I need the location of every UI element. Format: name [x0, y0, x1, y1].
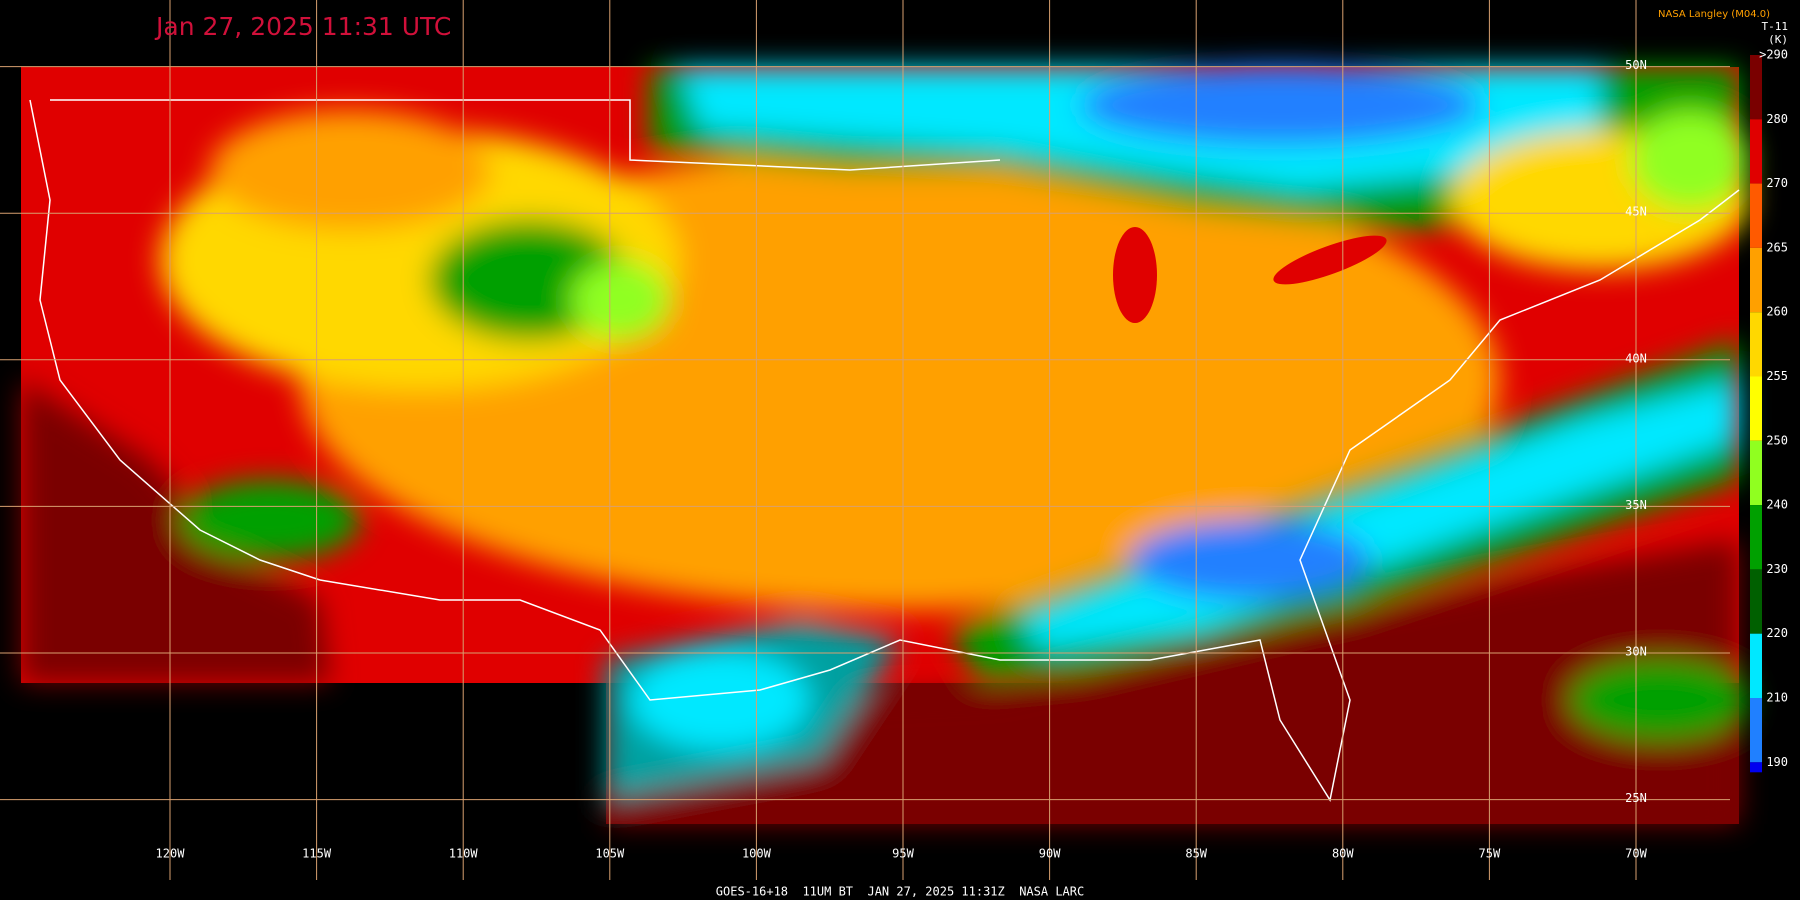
colorbar-label: 220 — [1766, 626, 1788, 640]
colorbar-segment — [1750, 183, 1762, 248]
colorbar-label: 190 — [1766, 755, 1788, 769]
colorbar-label: 270 — [1766, 176, 1788, 190]
colorbar-segment — [1750, 505, 1762, 570]
colorbar-segment — [1750, 312, 1762, 377]
latitude-label: 25N — [1625, 791, 1647, 805]
latitude-label: 40N — [1625, 351, 1647, 365]
latitude-label: 35N — [1625, 498, 1647, 512]
longitude-label: 115W — [302, 847, 332, 861]
colorbar-segment — [1750, 633, 1762, 698]
footer: GOES-16+18 11UM BT JAN 27, 2025 11:31Z N… — [716, 885, 1084, 899]
credit: NASA Langley (M04.0) — [1658, 9, 1770, 20]
longitude-label: 120W — [156, 847, 186, 861]
unit: (K) — [1768, 33, 1788, 46]
longitude-label: 85W — [1185, 847, 1207, 861]
longitude-label: 75W — [1479, 847, 1501, 861]
colorbar-segment — [1750, 376, 1762, 441]
colorbar-label: 240 — [1766, 498, 1788, 512]
latitude-label: 30N — [1625, 645, 1647, 659]
colorbar-segment — [1750, 569, 1762, 634]
lat-lon-grid — [0, 0, 1730, 880]
product: T-11 — [1762, 20, 1789, 33]
latitude-label: 50N — [1625, 58, 1647, 72]
longitude-label: 110W — [449, 847, 479, 861]
colorbar-segment — [1750, 698, 1762, 763]
lake-michigan — [1113, 227, 1157, 323]
imagery — [21, 65, 1750, 824]
colorbar-label: 210 — [1766, 691, 1788, 705]
colorbar-segment — [1750, 440, 1762, 506]
colorbar-label: 280 — [1766, 112, 1788, 126]
colorbar-segment — [1750, 247, 1762, 313]
lake-erie — [1273, 235, 1387, 285]
colorbar-segment — [1750, 55, 1762, 120]
colorbar-label: >290 — [1759, 48, 1788, 62]
longitude-label: 80W — [1332, 847, 1354, 861]
border — [50, 99, 1001, 171]
latitude-label: 45N — [1625, 205, 1647, 219]
colorbar-label: 230 — [1766, 562, 1788, 576]
labels: 120W 115W 110W 105W 100W 95W 90W 85W 80W 75W 70W 50… — [156, 48, 1788, 861]
longitude-label: 100W — [742, 847, 772, 861]
colorbar-label: 255 — [1766, 369, 1788, 383]
colorbar-label: 265 — [1766, 240, 1788, 254]
timestamp-title: Jan 27, 2025 11:31 UTC — [154, 12, 451, 41]
longitude-label: 105W — [595, 847, 625, 861]
longitude-label: 95W — [892, 847, 914, 861]
coastline — [29, 99, 321, 581]
colorbar-label: 260 — [1766, 305, 1788, 319]
colorbar-segment — [1750, 119, 1762, 184]
colorbar-segment — [1750, 762, 1762, 773]
colorbar-label: 250 — [1766, 433, 1788, 447]
longitude-label: 70W — [1625, 847, 1647, 861]
longitude-label: 90W — [1039, 847, 1061, 861]
